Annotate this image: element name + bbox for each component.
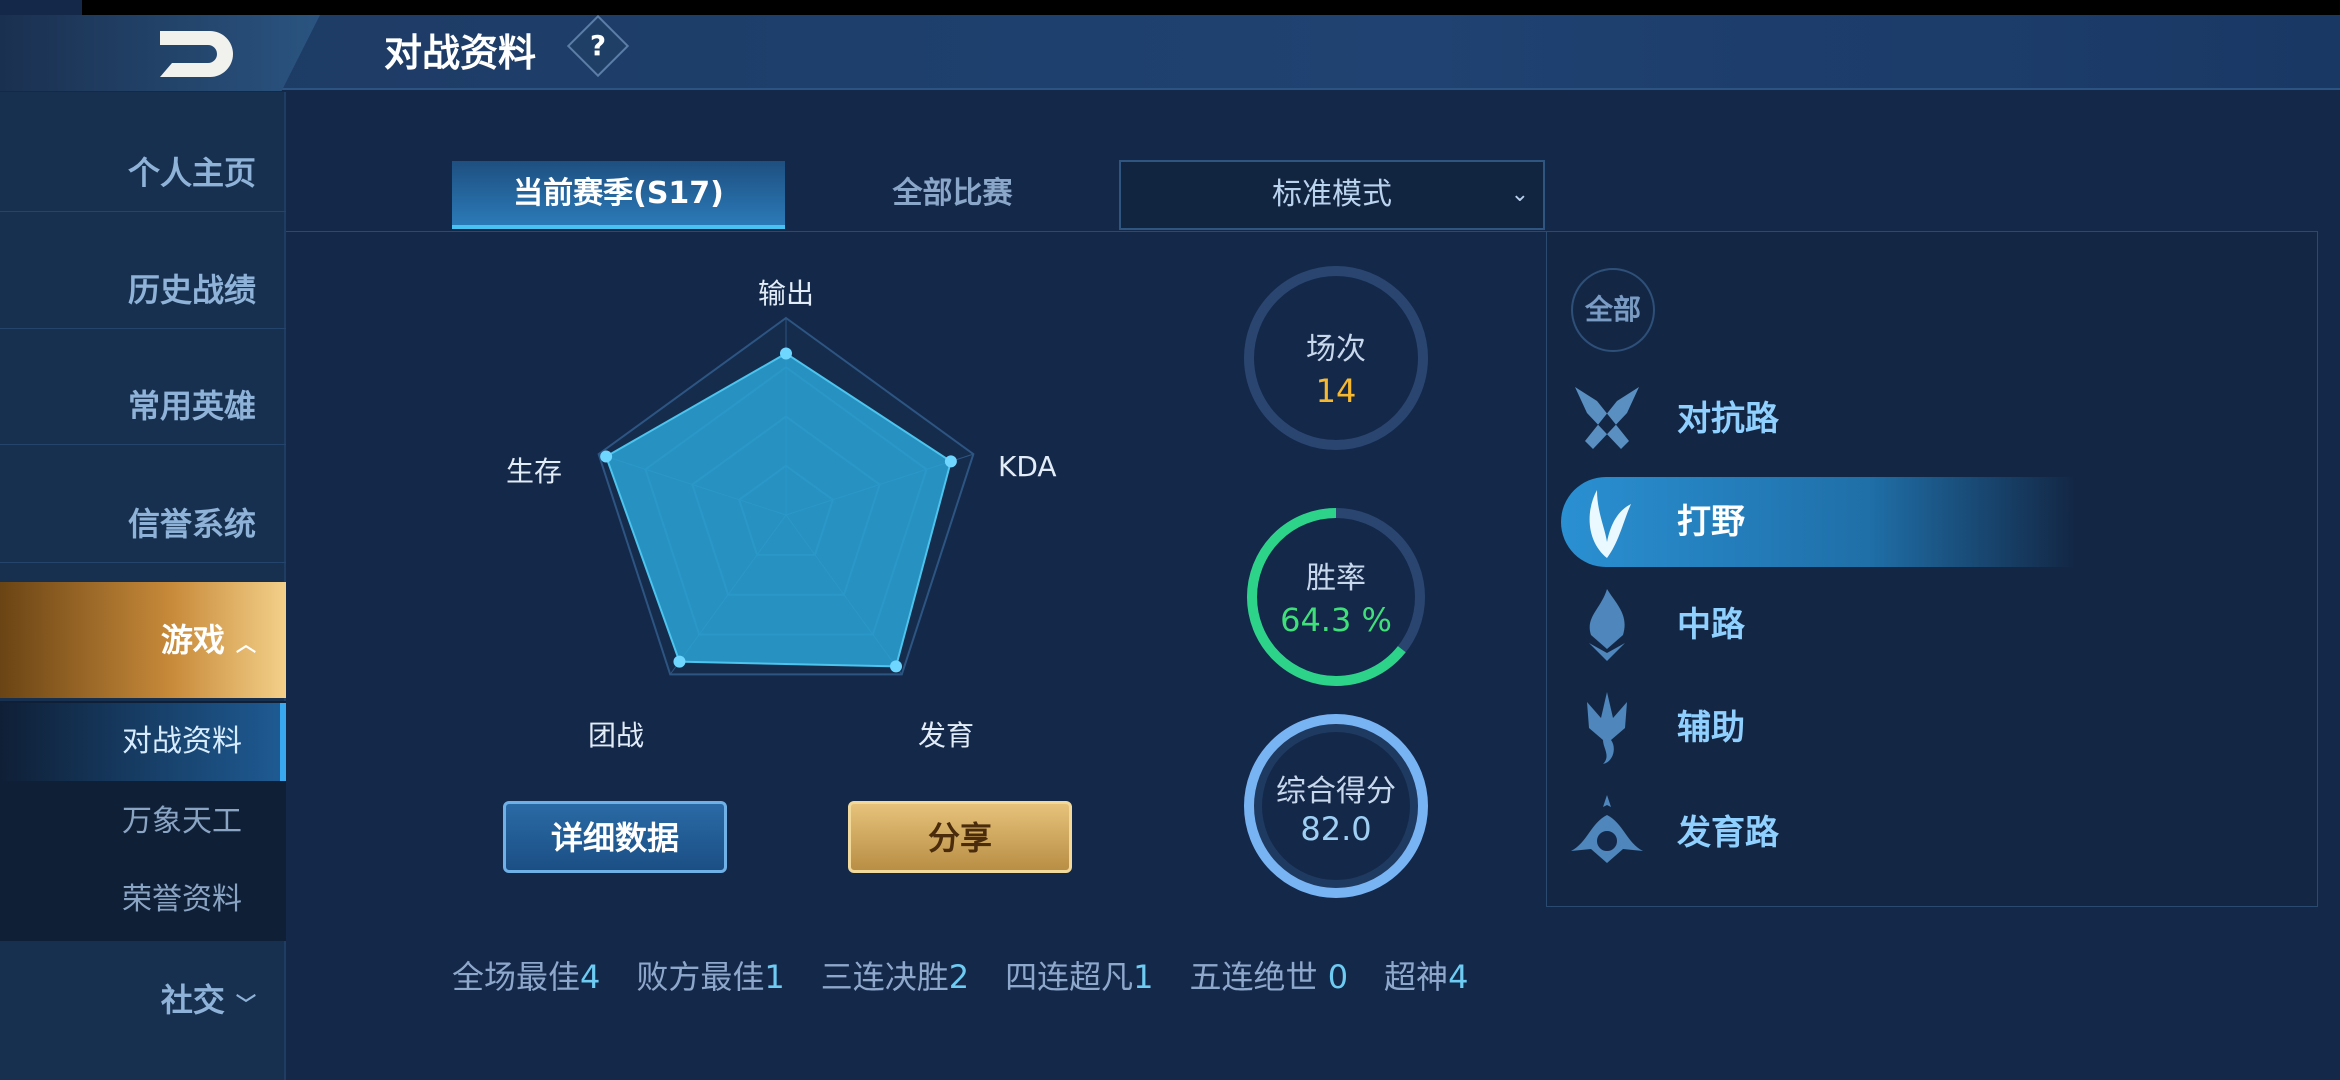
radar-label-survival: 生存 <box>506 455 563 488</box>
mode-select[interactable]: 标准模式 ⌄ <box>1119 160 1545 230</box>
lane-support[interactable]: 辅助 <box>1561 683 2074 773</box>
main-panel <box>286 231 2318 907</box>
radar-label-output: 输出 <box>758 277 815 310</box>
achievement-label: 五连绝世 <box>1189 958 1328 996</box>
share-button[interactable]: 分享 <box>848 801 1072 873</box>
lane-adc[interactable]: 发育路 <box>1561 788 2074 878</box>
lane-mid[interactable]: 中路 <box>1561 580 2074 670</box>
status-bar <box>82 0 2340 15</box>
score-stat: 综合得分 82.0 <box>1244 714 1428 898</box>
achievement-value: 1 <box>764 958 785 996</box>
lane-panel <box>1546 231 2318 907</box>
winrate-value: 64.3 % <box>1280 601 1392 639</box>
matches-stat: 场次 14 <box>1244 266 1428 450</box>
tab-current-season[interactable]: 当前赛季(S17) <box>452 161 785 229</box>
crossed-swords-icon <box>1575 387 1639 449</box>
achievement-item: 五连绝世 0 <box>1190 958 1349 996</box>
submenu-item-honor[interactable]: 荣誉资料 <box>122 882 242 917</box>
back-arrow-icon <box>160 31 233 77</box>
achievement-value: 2 <box>948 958 970 996</box>
achievement-value: 0 <box>1327 958 1349 996</box>
radar-chart <box>597 316 975 676</box>
score-value: 82.0 <box>1300 810 1372 848</box>
submenu: 对战资料 万象天工 荣誉资料 <box>0 701 286 941</box>
help-icon: ? <box>589 29 607 62</box>
detail-data-button[interactable]: 详细数据 <box>503 801 727 873</box>
lane-label: 打野 <box>1677 502 1745 542</box>
chevron-down-icon: ﹀ <box>236 992 256 1016</box>
sidebar-item-history[interactable]: 历史战绩 <box>0 251 286 329</box>
sidebar-item-heroes[interactable]: 常用英雄 <box>0 367 286 445</box>
achievement-item: 超神4 <box>1384 958 1468 996</box>
achievement-item: 四连超凡1 <box>1005 958 1153 996</box>
submenu-item-wanxiang[interactable]: 万象天工 <box>122 804 242 839</box>
radar-point <box>673 655 686 668</box>
header-bar <box>0 15 2340 90</box>
radar-label-growth: 发育 <box>918 719 975 752</box>
leaf-icon <box>1589 490 1631 558</box>
radar-point <box>944 455 957 468</box>
winrate-ring <box>1247 508 1425 686</box>
achievement-label: 超神 <box>1384 958 1449 996</box>
winrate-stat: 胜率 64.3 % <box>1244 505 1428 689</box>
achievement-item: 三连决胜2 <box>821 958 969 996</box>
score-label: 综合得分 <box>1276 774 1396 809</box>
flame-icon <box>1589 589 1625 661</box>
achievement-value: 1 <box>1133 958 1154 996</box>
lane-top[interactable]: 对抗路 <box>1561 374 2074 464</box>
sidebar-item-label: 游戏 <box>160 621 225 659</box>
mode-select-value: 标准模式 <box>1272 177 1392 212</box>
radar-value-area <box>604 352 953 668</box>
matches-value: 14 <box>1315 372 1357 410</box>
lane-label: 发育路 <box>1677 813 1779 853</box>
sidebar-item-credit[interactable]: 信誉系统 <box>0 485 286 563</box>
radar-point <box>780 347 792 360</box>
chevron-up-icon: ︿ <box>236 632 256 656</box>
matches-label: 场次 <box>1306 332 1366 367</box>
achievement-value: 4 <box>1448 958 1469 996</box>
radar-point <box>890 660 903 673</box>
radar-label-kda: KDA <box>998 450 1057 483</box>
achievement-item: 全场最佳4 <box>452 958 600 996</box>
sidebar-item-profile[interactable]: 个人主页 <box>0 134 286 212</box>
lane-label: 对抗路 <box>1677 399 1779 439</box>
trident-icon <box>1587 692 1627 764</box>
winrate-label: 胜率 <box>1306 561 1366 596</box>
submenu-item-battle-data[interactable]: 对战资料 <box>0 703 286 781</box>
achievement-label: 三连决胜 <box>820 958 949 996</box>
lane-label: 辅助 <box>1677 708 1745 748</box>
winrate-ring-fill <box>1247 508 1425 686</box>
bow-icon <box>1571 795 1643 863</box>
radar-label-teamfight: 团战 <box>588 719 645 752</box>
achievement-label: 四连超凡 <box>1005 958 1134 996</box>
lane-label: 中路 <box>1677 605 1745 645</box>
achievement-item: 败方最佳1 <box>636 958 784 996</box>
achievement-label: 全场最佳 <box>452 958 581 996</box>
sidebar: 个人主页 历史战绩 常用英雄 信誉系统 游戏 ︿ 对战资料 万象天工 荣誉资料 … <box>0 92 286 1080</box>
sidebar-item-label: 社交 <box>160 981 225 1019</box>
radar-point <box>600 450 613 463</box>
lane-all-button[interactable]: 全部 <box>1571 268 1655 352</box>
tab-all-matches[interactable]: 全部比赛 <box>892 176 1013 211</box>
lane-jungle[interactable]: 打野 <box>1561 477 2074 567</box>
chevron-down-icon: ⌄ <box>1510 182 1529 207</box>
back-button[interactable] <box>0 15 320 91</box>
sidebar-item-game[interactable]: 游戏 ︿ <box>0 582 286 698</box>
achievements-row: 全场最佳4 败方最佳1 三连决胜2 四连超凡1 五连绝世 0 超神4 <box>452 952 1504 998</box>
page-title: 对战资料 <box>384 31 537 75</box>
achievement-value: 4 <box>580 958 601 996</box>
achievement-label: 败方最佳 <box>636 958 765 996</box>
sidebar-item-social[interactable]: 社交 ﹀ <box>0 961 286 1039</box>
